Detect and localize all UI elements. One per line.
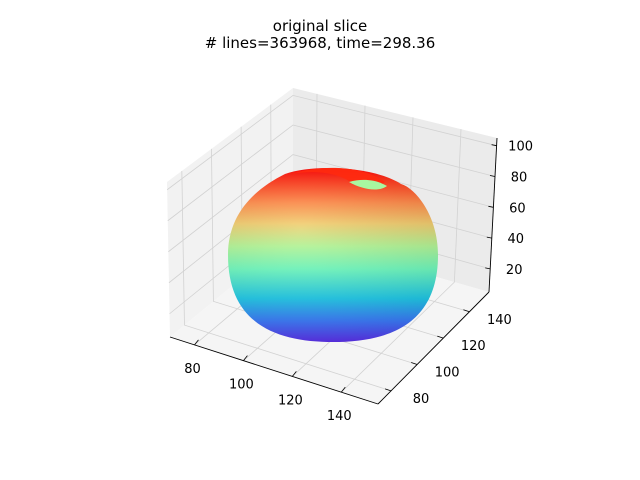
- x-tick-label: 80: [184, 362, 201, 377]
- surface-inner-notch: [349, 179, 387, 190]
- x-grid-line: [341, 129, 462, 393]
- y-tick-mark: [384, 388, 392, 392]
- y-tick-mark: [411, 362, 418, 365]
- z-tick-mark: [491, 144, 497, 147]
- x-tick-mark: [194, 339, 199, 346]
- z-tick-mark: [489, 175, 496, 177]
- y-tick-mark: [437, 335, 444, 339]
- x-tick-label: 140: [327, 409, 352, 424]
- x-tick-mark: [292, 371, 297, 377]
- z-axis-line: [488, 137, 498, 293]
- z-tick-mark: [485, 267, 491, 270]
- chart-title: original slice: [272, 17, 368, 35]
- y-tick-label: 100: [435, 365, 460, 380]
- y-tick-mark: [463, 309, 470, 313]
- z-tick-label: 80: [511, 171, 528, 186]
- z-tick-mark: [488, 205, 494, 208]
- z-grid-line: [166, 94, 497, 191]
- y-tick-label: 80: [413, 392, 430, 407]
- y-axis-line: [377, 291, 490, 405]
- z-tick-label: 40: [508, 232, 525, 247]
- y-tick-label: 140: [487, 313, 512, 328]
- y-grid-line: [211, 148, 418, 365]
- x-axis-line: [169, 336, 379, 405]
- x-tick-label: 120: [278, 393, 303, 408]
- z-tick-mark: [486, 236, 492, 239]
- y-grid-line: [181, 170, 392, 392]
- z-tick-label: 60: [509, 201, 526, 216]
- x-tick-label: 100: [229, 378, 254, 393]
- x-tick-mark: [243, 355, 248, 361]
- z-grid-line: [167, 124, 496, 222]
- chart-subtitle: # lines=363968, time=298.36: [204, 34, 436, 52]
- left-pane: [167, 88, 293, 337]
- x-tick-mark: [340, 386, 346, 393]
- y-tick-label: 120: [461, 339, 486, 354]
- surface-shading: [228, 168, 438, 342]
- z-grid-line: [168, 154, 494, 253]
- z-tick-label: 20: [506, 263, 523, 278]
- z-tick-label: 100: [508, 140, 533, 155]
